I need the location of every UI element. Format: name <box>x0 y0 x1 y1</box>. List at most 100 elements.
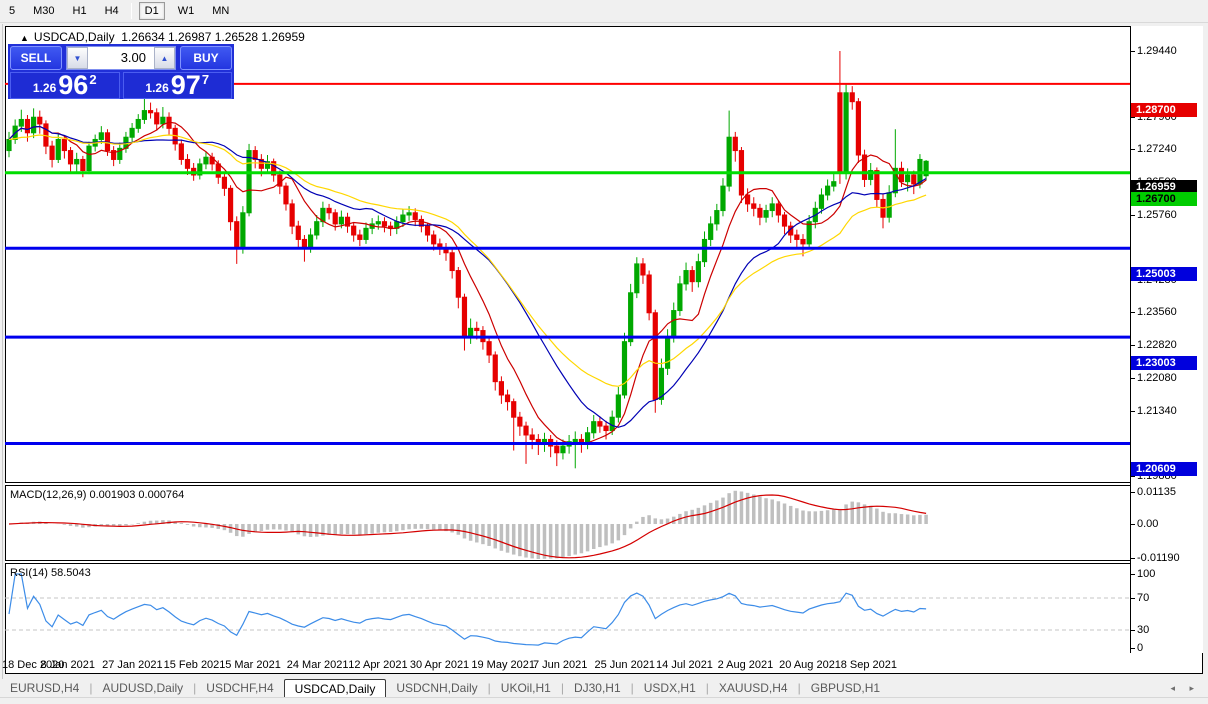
bear-candle <box>147 110 154 114</box>
toolbar-separator <box>130 3 132 19</box>
price-tick-label: 1.27240 <box>1137 142 1177 155</box>
axis-tick-mark <box>1131 598 1135 599</box>
sell-price-point: 2 <box>89 72 97 87</box>
bear-candle <box>640 263 646 276</box>
chart-tab-usdcad[interactable]: USDCAD,Daily <box>283 679 387 697</box>
chart-window[interactable] <box>5 26 1203 674</box>
bear-candle <box>111 150 117 160</box>
axis-tick-mark <box>1131 51 1135 53</box>
bull-candle <box>246 150 252 214</box>
chart-tab-eurusd[interactable]: EURUSD,H4 <box>10 681 80 695</box>
axis-tick-mark <box>1131 574 1135 575</box>
chart-tab-audusd[interactable]: AUDUSD,Daily <box>102 681 184 695</box>
bear-candle <box>775 203 781 216</box>
chart-tab-ukoil[interactable]: UKOil,H1 <box>500 681 551 695</box>
chart-tab-bar: EURUSD,H4 | AUDUSD,Daily | USDCHF,H4 USDCAD,D… <box>0 679 1208 697</box>
buy-price-point: 7 <box>201 72 210 87</box>
axis-tick-mark <box>1131 148 1135 150</box>
date-tick-label: 14 Jul 2021 <box>656 659 713 671</box>
bear-candle <box>837 92 843 174</box>
rsi-indicator-pane[interactable] <box>5 564 1130 652</box>
bear-candle <box>418 218 424 227</box>
bull-candle <box>664 336 671 369</box>
macd-indicator-pane[interactable] <box>5 486 1130 560</box>
bear-candle <box>646 274 652 314</box>
rsi-tick-label: 70 <box>1137 592 1150 604</box>
axis-tick-mark <box>1131 557 1135 559</box>
chart-ohlc-header: ▲ USDCAD,Daily 1.26634 1.26987 1.26528 1.… <box>20 30 305 44</box>
chart-tab-usdcnh[interactable]: USDCNH,Daily <box>396 681 478 695</box>
chart-tab-usdchf[interactable]: USDCHF,H4 <box>206 681 274 695</box>
bear-candle <box>252 150 258 160</box>
timeframe-button-h1[interactable]: H1 <box>72 5 87 17</box>
bull-candle <box>683 270 689 285</box>
bear-candle <box>486 341 492 356</box>
chart-tab-usdx[interactable]: USDX,H1 <box>643 681 696 695</box>
bull-candle <box>31 116 37 134</box>
bear-candle <box>184 158 191 169</box>
price-badge: 1.23003 <box>1131 356 1197 371</box>
bear-candle <box>732 136 738 152</box>
axis-tick-mark <box>1131 492 1135 493</box>
bull-candle <box>905 174 911 183</box>
status-bar <box>0 697 1208 704</box>
bear-candle <box>344 216 351 227</box>
bull-candle <box>769 203 775 212</box>
tab-separator: | <box>487 681 491 695</box>
bull-candle <box>621 341 628 396</box>
chart-tab-gbpusd[interactable]: GBPUSD,H1 <box>810 681 881 695</box>
bear-candle <box>898 167 905 183</box>
price-axis-divider <box>1130 26 1131 653</box>
timeframe-button-h4[interactable]: H4 <box>104 5 119 17</box>
bear-candle <box>461 296 468 338</box>
bull-candle <box>843 92 849 174</box>
timeframe-button-d1[interactable]: D1 <box>138 2 165 20</box>
price-badge: 1.20609 <box>1131 462 1197 477</box>
bull-candle <box>74 158 80 165</box>
price-axis: 1.294401.279601.272401.265001.257601.242… <box>1131 26 1203 654</box>
bull-candle <box>98 132 104 140</box>
bear-candle <box>61 138 67 152</box>
rsi-tick-label: 30 <box>1137 624 1150 636</box>
chart-tab-dj30[interactable]: DJ30,H1 <box>573 681 621 695</box>
sell-button[interactable]: SELL <box>10 46 62 70</box>
timeframe-button-5[interactable]: 5 <box>9 5 16 17</box>
timeframe-button-m30[interactable]: M30 <box>33 5 55 17</box>
volume-down-icon[interactable]: ▼ <box>67 47 88 69</box>
volume-input[interactable]: 3.00 <box>88 47 154 69</box>
price-badge: 1.25003 <box>1131 267 1197 282</box>
date-tick-label: 8 Sep 2021 <box>840 659 897 671</box>
rsi-tick-label: 0 <box>1137 642 1144 654</box>
tab-separator: | <box>797 681 801 695</box>
bull-candle <box>868 170 874 180</box>
bull-candle <box>135 118 141 129</box>
bear-candle <box>326 207 332 214</box>
bull-candle <box>240 212 246 249</box>
buy-button[interactable]: BUY <box>180 46 232 70</box>
date-tick-label: 30 Apr 2021 <box>409 659 470 671</box>
chart-tab-xauusd[interactable]: XAUUSD,H4 <box>718 681 788 695</box>
price-chart-pane[interactable] <box>5 26 1130 482</box>
bull-candle <box>615 394 621 418</box>
timeframe-button-mn[interactable]: MN <box>212 5 230 17</box>
bear-candle <box>449 252 455 272</box>
axis-tick-mark <box>1131 116 1135 118</box>
bear-candle <box>911 174 917 185</box>
bull-candle <box>714 210 720 225</box>
bull-candle <box>892 167 898 194</box>
bear-candle <box>227 187 234 223</box>
buy-price-box[interactable]: 1.26 97 7 <box>122 72 232 99</box>
bull-candle <box>129 127 135 138</box>
pane-separator[interactable] <box>5 560 1203 564</box>
sell-price-box[interactable]: 1.26 96 2 <box>10 72 120 99</box>
tab-scroll-arrows-icon[interactable]: ◂ ▸ <box>1170 682 1200 693</box>
bear-candle <box>855 101 861 156</box>
timeframe-button-w1[interactable]: W1 <box>177 5 195 17</box>
bull-candle <box>160 116 166 125</box>
volume-up-icon[interactable]: ▲ <box>154 47 175 69</box>
sell-price-head: 1.26 <box>32 81 57 95</box>
bear-candle <box>80 158 86 172</box>
pane-separator[interactable] <box>5 482 1203 486</box>
rsi-label: RSI(14) 58.5043 <box>10 567 91 579</box>
